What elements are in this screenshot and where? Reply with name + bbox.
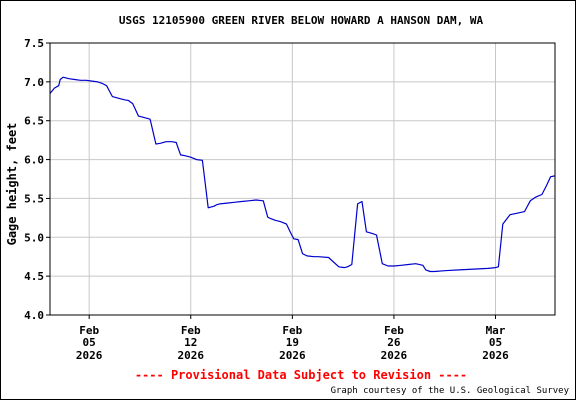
y-tick-label: 5.0 bbox=[24, 231, 44, 244]
y-tick-label: 4.0 bbox=[24, 309, 44, 322]
x-tick-month: Mar bbox=[486, 324, 506, 337]
y-tick-label: 7.0 bbox=[24, 76, 44, 89]
chart-title: USGS 12105900 GREEN RIVER BELOW HOWARD A… bbox=[119, 14, 484, 27]
y-tick-label: 6.0 bbox=[24, 154, 44, 167]
x-tick-day: 05 bbox=[489, 336, 502, 349]
x-tick-month: Feb bbox=[384, 324, 404, 337]
axis-ticks: 4.04.55.05.56.06.57.07.5Feb052026Feb1220… bbox=[24, 37, 509, 362]
grid-lines bbox=[50, 42, 555, 316]
y-tick-label: 7.5 bbox=[24, 37, 44, 50]
x-tick-year: 2026 bbox=[482, 349, 509, 362]
x-tick-day: 19 bbox=[286, 336, 299, 349]
y-tick-label: 5.5 bbox=[24, 192, 44, 205]
x-tick-month: Feb bbox=[181, 324, 201, 337]
series-layer bbox=[49, 76, 556, 273]
x-tick-year: 2026 bbox=[76, 349, 103, 362]
x-tick-month: Feb bbox=[282, 324, 302, 337]
y-tick-label: 4.5 bbox=[24, 270, 44, 283]
y-axis-label: Gage height, feet bbox=[5, 123, 19, 246]
x-tick-month: Feb bbox=[79, 324, 99, 337]
gage-height-series-line bbox=[49, 76, 556, 273]
provisional-notice: ---- Provisional Data Subject to Revisio… bbox=[135, 368, 467, 382]
credit-note: Graph courtesy of the U.S. Geological Su… bbox=[331, 386, 570, 396]
x-tick-year: 2026 bbox=[279, 349, 306, 362]
y-tick-label: 6.5 bbox=[24, 115, 44, 128]
plot-area bbox=[49, 42, 556, 316]
x-tick-day: 12 bbox=[184, 336, 197, 349]
x-tick-day: 05 bbox=[83, 336, 96, 349]
x-tick-year: 2026 bbox=[381, 349, 408, 362]
x-tick-day: 26 bbox=[387, 336, 401, 349]
x-tick-year: 2026 bbox=[178, 349, 205, 362]
